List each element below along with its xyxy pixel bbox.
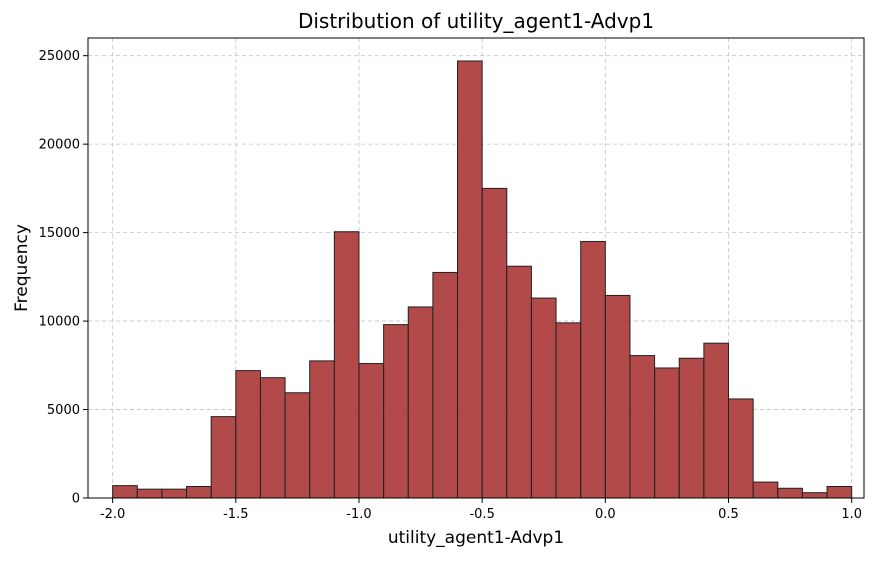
histogram-bar	[728, 398, 754, 499]
histogram-bar	[777, 487, 803, 499]
y-tick-label: 25000	[39, 49, 80, 64]
histogram-bar	[629, 355, 656, 499]
histogram-bar	[407, 306, 434, 499]
y-tick-label: 15000	[39, 226, 80, 241]
x-tick-label: -1.0	[346, 507, 371, 522]
y-axis-label: Frequency	[12, 224, 32, 312]
histogram-bar	[801, 492, 828, 499]
x-tick-label: -0.5	[469, 507, 494, 522]
histogram-bar	[432, 271, 459, 499]
histogram-bar	[235, 370, 261, 499]
chart-title: Distribution of utility_agent1-Advp1	[298, 9, 654, 33]
x-tick-label: 0.0	[595, 507, 616, 522]
histogram-bar	[161, 488, 188, 499]
histogram-bar	[112, 485, 138, 499]
x-axis-ticks: -2.0 -1.5 -1.0 -0.5 0.0 0.5 1.0	[100, 498, 862, 522]
x-tick-label: 1.0	[841, 507, 862, 522]
x-tick-label: -1.5	[223, 507, 248, 522]
histogram-bar	[259, 377, 286, 499]
y-tick-label: 20000	[39, 138, 80, 153]
histogram-bar	[530, 297, 557, 499]
histogram-bar	[309, 360, 335, 499]
histogram-bar	[604, 294, 631, 499]
histogram-bar	[210, 416, 237, 499]
histogram-bar	[826, 486, 853, 499]
histogram-bar	[358, 363, 385, 499]
y-tick-label: 0	[72, 492, 80, 507]
histogram-bar	[136, 488, 163, 499]
histogram-bar	[333, 231, 360, 499]
y-tick-label: 5000	[47, 403, 80, 418]
histogram-bar	[481, 187, 508, 499]
histogram-bar	[654, 367, 680, 499]
histogram-bar	[555, 322, 582, 499]
histogram-bar	[752, 481, 779, 499]
x-tick-label: -2.0	[100, 507, 125, 522]
histogram-bar	[506, 265, 532, 499]
y-axis-ticks: 0 5000 10000 15000 20000 25000	[39, 49, 88, 507]
histogram-bar	[580, 240, 606, 499]
plot-frame	[87, 37, 865, 499]
x-tick-label: 0.5	[718, 507, 739, 522]
histogram-bar	[186, 486, 212, 499]
histogram-bar	[383, 324, 409, 499]
histogram-bars	[112, 60, 853, 499]
y-tick-label: 10000	[39, 315, 80, 330]
histogram-bar	[678, 357, 705, 499]
histogram-bar	[703, 342, 730, 499]
histogram-bar	[284, 392, 311, 499]
x-axis-label: utility_agent1-Advp1	[388, 528, 564, 548]
histogram-bar	[457, 60, 483, 499]
